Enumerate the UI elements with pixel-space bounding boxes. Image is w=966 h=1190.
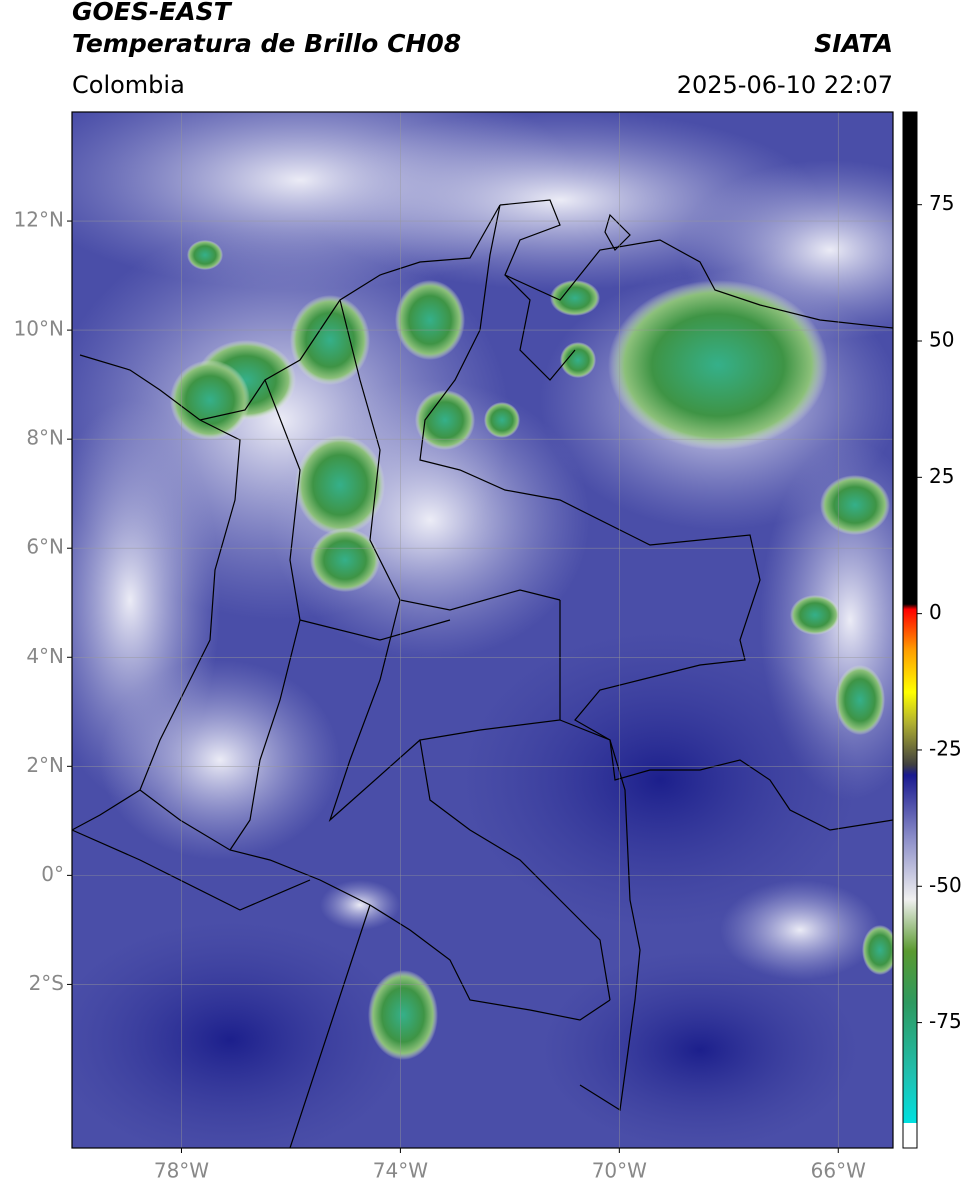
y-tick-label: 6°N <box>26 535 64 559</box>
colorbar-tick-label: 25 <box>929 464 954 488</box>
region: Colombia <box>72 71 185 99</box>
y-tick-label: 2°N <box>26 753 64 777</box>
y-tick-label: 12°N <box>14 208 64 232</box>
y-tick-label: 2°S <box>29 971 64 995</box>
y-tick-label: 8°N <box>26 426 64 450</box>
colorbar-tick-label: 50 <box>929 328 954 352</box>
y-tick-label: 4°N <box>26 644 64 668</box>
colorbar-tick-label: -50 <box>929 873 962 897</box>
x-tick-label: 70°W <box>592 1159 647 1183</box>
y-tick-label: 10°N <box>14 317 64 341</box>
colorbar-tick-label: 75 <box>929 191 954 215</box>
y-tick-label: 0° <box>41 862 64 886</box>
title: GOES-EAST <box>72 0 233 26</box>
colorbar-tick-label: -75 <box>929 1009 962 1033</box>
colorbar-tick-label: -25 <box>929 736 962 760</box>
map-frame <box>71 111 894 1149</box>
x-tick-label: 66°W <box>811 1159 866 1183</box>
grid <box>72 112 893 1148</box>
x-tick-label: 74°W <box>373 1159 428 1183</box>
colorbar <box>902 111 918 1149</box>
datetime: 2025-06-10 22:07 <box>677 71 893 99</box>
x-tick-label: 78°W <box>154 1159 209 1183</box>
colorbar-tick-label: 0 <box>929 600 942 624</box>
subtitle: Temperatura de Brillo CH08 <box>72 29 461 58</box>
satellite-image <box>72 112 893 1148</box>
source: SIATA <box>814 29 893 58</box>
